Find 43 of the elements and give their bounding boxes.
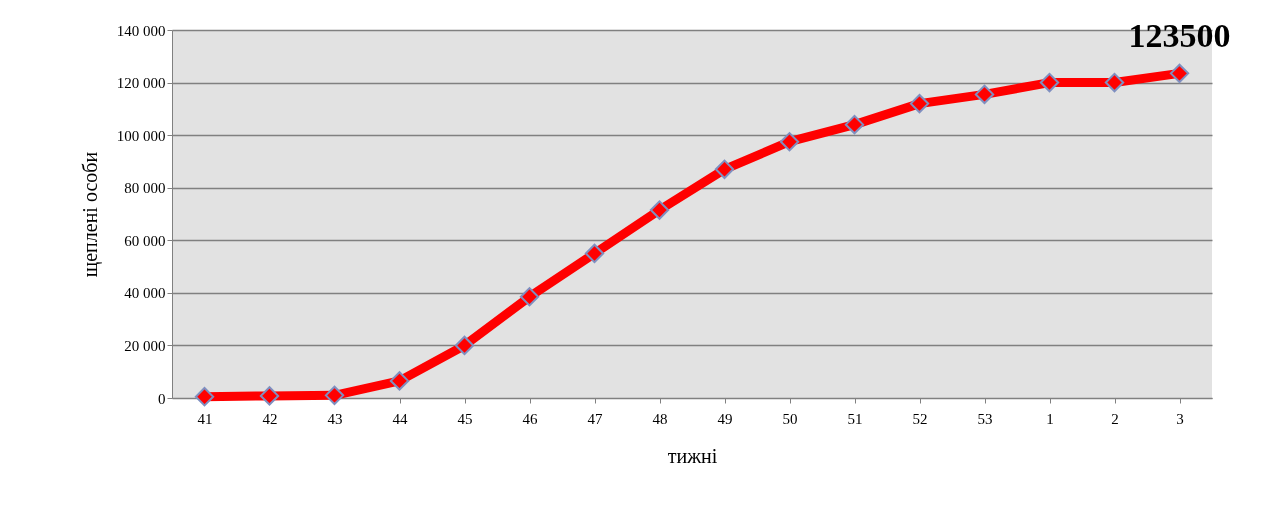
x-tick-label: 45 (457, 410, 473, 427)
point (259, 386, 280, 406)
x-tick-label: 1 (1046, 410, 1054, 427)
x-tick-label: 41 (197, 410, 213, 427)
x-tick-label: 42 (262, 410, 278, 427)
x-tick-label: 52 (912, 410, 928, 427)
data-label: 123500 (1128, 17, 1231, 55)
x-tick-label: 2 (1111, 410, 1119, 427)
point (454, 335, 475, 356)
x-tick-label: 50 (782, 410, 798, 427)
x-tick-label: 46 (522, 410, 538, 427)
x-tick-label: 48 (652, 410, 668, 427)
y-tick-label: 20 000 (124, 337, 166, 354)
x-tick-label: 43 (327, 410, 343, 427)
y-tick-label: 40 000 (124, 285, 166, 302)
point (844, 114, 865, 135)
x-tick-label: 3 (1176, 410, 1184, 427)
y-axis-title: щеплені особи (78, 151, 102, 278)
x-tick-label: 51 (847, 410, 863, 427)
x-tick-label: 53 (977, 410, 993, 427)
point (909, 93, 930, 114)
point (649, 200, 670, 220)
point (389, 371, 410, 391)
point (714, 159, 735, 179)
y-tick-label: 60 000 (124, 232, 166, 249)
y-tick-label: 100 000 (116, 127, 166, 144)
x-tick-label: 47 (587, 410, 603, 427)
point (584, 243, 605, 264)
y-tick-label: 120 000 (116, 75, 166, 92)
x-tick-label: 44 (392, 410, 408, 427)
y-tick-label: 80 000 (124, 180, 166, 197)
point (324, 385, 345, 406)
point (779, 132, 800, 152)
y-tick-label: 140 000 (116, 22, 166, 39)
point (194, 387, 215, 407)
x-axis-title: тижні (667, 444, 718, 467)
point (1039, 72, 1060, 93)
point (1169, 63, 1190, 84)
point (519, 287, 540, 307)
x-tick-label: 49 (717, 410, 733, 427)
point (974, 84, 995, 105)
point (1104, 72, 1125, 93)
y-tick-label: 0 (158, 390, 166, 407)
